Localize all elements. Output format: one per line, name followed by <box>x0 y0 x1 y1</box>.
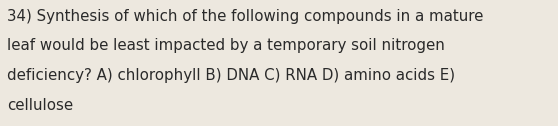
Text: cellulose: cellulose <box>7 98 74 113</box>
Text: deficiency? A) chlorophyll B) DNA C) RNA D) amino acids E): deficiency? A) chlorophyll B) DNA C) RNA… <box>7 68 455 83</box>
Text: 34) Synthesis of which of the following compounds in a mature: 34) Synthesis of which of the following … <box>7 9 484 24</box>
Text: leaf would be least impacted by a temporary soil nitrogen: leaf would be least impacted by a tempor… <box>7 38 445 53</box>
